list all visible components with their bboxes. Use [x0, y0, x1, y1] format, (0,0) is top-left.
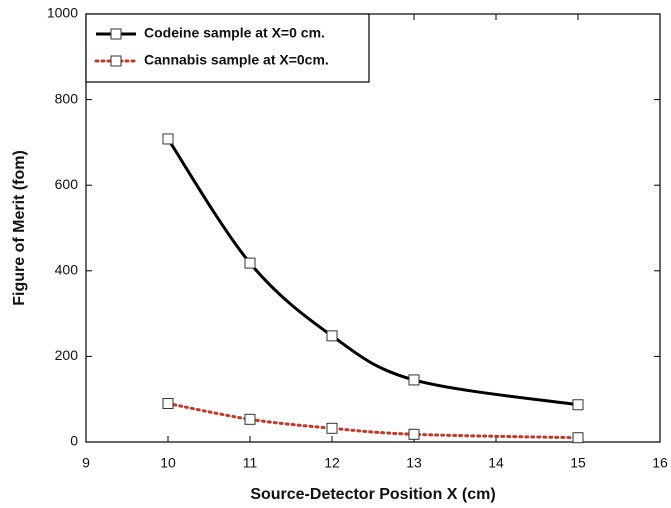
y-tick-label: 1000 [47, 5, 78, 21]
y-tick-label: 400 [55, 262, 79, 278]
x-tick-label: 11 [243, 455, 258, 471]
data-point [244, 413, 256, 425]
legend-marker [110, 28, 122, 40]
legend-label: Cannabis sample at X=0cm. [144, 52, 329, 68]
legend-box [85, 13, 370, 83]
data-point [408, 374, 420, 386]
y-tick-label: 200 [55, 347, 79, 363]
data-point [162, 397, 174, 409]
y-tick-label: 0 [70, 433, 78, 449]
legend-marker [110, 55, 122, 67]
data-point [162, 133, 174, 145]
x-tick-label: 10 [160, 455, 176, 471]
x-tick-label: 12 [324, 455, 340, 471]
series-line [166, 138, 579, 407]
x-tick-label: 14 [488, 455, 504, 471]
data-point [408, 428, 420, 440]
plot-frame [85, 13, 661, 443]
y-tick-label: 600 [55, 176, 79, 192]
series-line [166, 401, 580, 440]
data-point [326, 422, 338, 434]
y-axis-label: Figure of Merit (fom) [11, 150, 28, 306]
legend-label: Codeine sample at X=0 cm. [144, 25, 325, 41]
x-tick-label: 9 [82, 455, 90, 471]
data-point [326, 330, 338, 342]
y-tick-label: 800 [55, 90, 79, 106]
x-tick-label: 16 [652, 455, 668, 471]
data-point [572, 399, 584, 411]
x-tick-label: 13 [406, 455, 422, 471]
x-axis-label: Source-Detector Position X (cm) [250, 486, 495, 503]
data-point [244, 257, 256, 269]
x-tick-label: 15 [570, 455, 586, 471]
data-point [572, 432, 584, 444]
